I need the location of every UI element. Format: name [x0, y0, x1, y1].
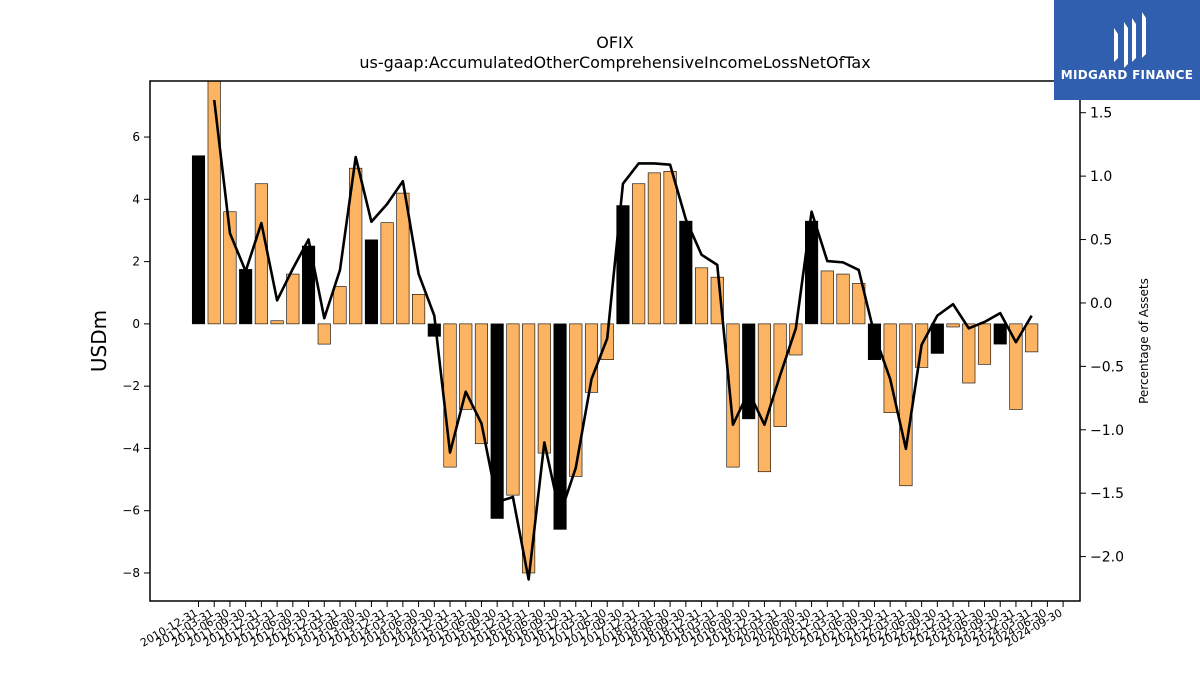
bar	[364, 239, 378, 325]
bar	[616, 205, 630, 325]
y2-tick-label: −1.0	[1090, 423, 1124, 439]
bar	[270, 320, 284, 325]
bar	[757, 323, 771, 473]
bar	[254, 183, 268, 325]
chart-title: OFIX	[596, 33, 634, 52]
y2-axis-label: Percentage of Assets	[1137, 278, 1151, 404]
bar	[946, 323, 960, 328]
bar	[380, 222, 394, 325]
bar	[1025, 323, 1039, 353]
bar	[569, 323, 583, 477]
bar	[726, 323, 740, 468]
bar	[663, 171, 677, 325]
chart-subtitle: us-gaap:AccumulatedOtherComprehensiveInc…	[359, 53, 870, 72]
bar	[396, 192, 410, 325]
y-tick-label: −8	[122, 566, 140, 580]
bar	[286, 273, 300, 325]
bar	[694, 267, 709, 325]
brand-name: MIDGARD FINANCE	[1060, 68, 1194, 82]
y-tick-label: 6	[132, 130, 140, 144]
bar	[867, 323, 882, 360]
bar	[647, 172, 661, 325]
bar	[1009, 323, 1023, 410]
bar	[317, 323, 331, 345]
plot-frame	[149, 80, 1081, 602]
bar	[506, 323, 520, 496]
bar	[412, 293, 426, 325]
x-axis: 2010-12-312011-03-312011-06-302011-09-30…	[138, 601, 1065, 650]
bar	[836, 273, 850, 325]
y2-tick-label: 1.0	[1090, 169, 1112, 185]
y2-tick-label: −1.5	[1090, 486, 1124, 502]
y2-tick-label: 0.5	[1090, 233, 1112, 249]
y-tick-label: −4	[122, 441, 140, 455]
bar	[239, 269, 253, 325]
bar	[679, 220, 693, 325]
bar	[490, 323, 504, 519]
bar	[632, 183, 646, 325]
bar	[930, 323, 944, 354]
y-tick-label: 0	[132, 317, 140, 331]
y-tick-label: 2	[132, 255, 140, 269]
bar	[537, 323, 551, 454]
y2-tick-label: 1.5	[1090, 106, 1112, 122]
bar	[474, 323, 489, 445]
series-line	[212, 99, 1033, 581]
y2-tick-label: −0.5	[1090, 359, 1124, 375]
bar	[584, 323, 599, 393]
bar	[553, 323, 567, 530]
bar	[349, 167, 363, 325]
y-axis-left: −8 −6 −4 −2 0 2 4 6	[122, 130, 150, 580]
brand-logo-icon	[1114, 12, 1146, 68]
bar	[820, 270, 834, 325]
y2-tick-label: 0.0	[1090, 296, 1112, 312]
bar	[977, 323, 992, 365]
y2-tick-label: −2.0	[1090, 550, 1124, 566]
bar	[852, 283, 866, 325]
bar	[207, 80, 221, 325]
y-tick-label: −6	[122, 504, 140, 518]
bar	[993, 323, 1007, 345]
y-tick-label: 4	[132, 192, 140, 206]
bar	[191, 155, 206, 325]
line-layer	[212, 99, 1033, 581]
y-axis-label: USDm	[87, 310, 111, 372]
y-tick-label: −2	[122, 379, 140, 393]
bar	[459, 323, 473, 410]
bar	[742, 323, 756, 420]
bar	[899, 323, 913, 487]
bar	[333, 286, 347, 325]
bars-layer	[191, 80, 1039, 574]
brand-logo: MIDGARD FINANCE	[1054, 0, 1200, 100]
bar	[962, 323, 976, 384]
y-axis-right: −2.0 −1.5 −1.0 −0.5 0.0 0.5 1.0 1.5	[1080, 106, 1124, 566]
